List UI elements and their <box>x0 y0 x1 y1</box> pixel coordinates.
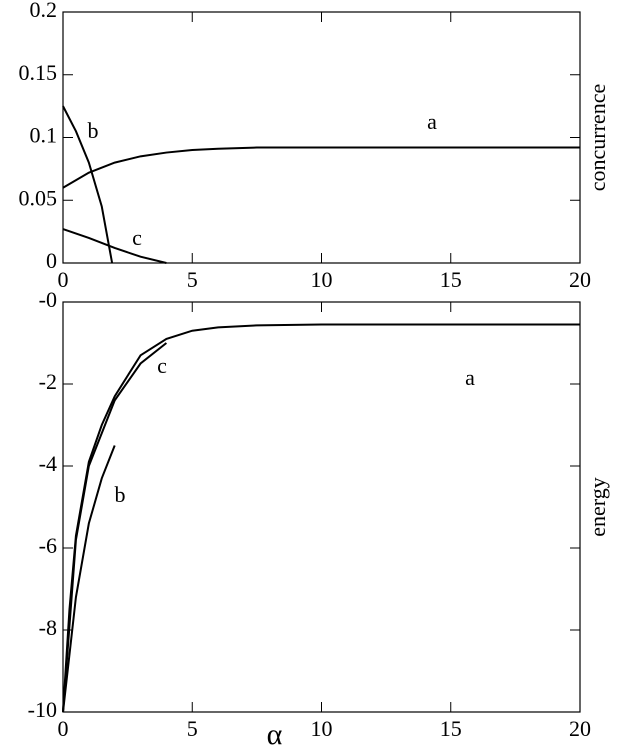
line <box>62 228 167 264</box>
line <box>62 342 168 713</box>
series-label: c <box>132 225 142 250</box>
x-tick-label: 15 <box>440 267 462 292</box>
series-label: b <box>115 482 126 507</box>
y-tick-label: 0.15 <box>19 60 58 85</box>
x-tick-label: 5 <box>187 716 198 741</box>
y-tick-label: 0.2 <box>30 0 58 22</box>
y-tick-label: -6 <box>39 533 57 558</box>
series-label: a <box>465 365 475 390</box>
x-tick-label: 20 <box>569 267 591 292</box>
y-axis-label: energy <box>585 477 610 536</box>
series-label: a <box>427 109 437 134</box>
x-tick-label: 10 <box>311 267 333 292</box>
x-tick-label: 0 <box>58 716 69 741</box>
y-axis-label: concurrence <box>585 84 610 191</box>
y-tick-label: -2 <box>39 369 57 394</box>
y-tick-label: 0 <box>46 248 57 273</box>
x-tick-label: 5 <box>187 267 198 292</box>
line <box>62 146 580 189</box>
series-label: b <box>88 118 99 143</box>
y-tick-label: -0 <box>39 287 57 312</box>
y-tick-label: -10 <box>28 697 57 722</box>
line <box>62 323 580 713</box>
y-tick-label: -4 <box>39 451 57 476</box>
line <box>62 445 116 713</box>
x-tick-label: 10 <box>311 716 333 741</box>
series-label: c <box>157 353 167 378</box>
y-tick-label: 0.1 <box>30 123 58 148</box>
x-tick-label: 15 <box>440 716 462 741</box>
x-axis-label: α <box>267 718 283 748</box>
y-tick-label: 0.05 <box>19 185 58 210</box>
line <box>62 105 114 264</box>
x-tick-label: 20 <box>569 716 591 741</box>
x-tick-label: 0 <box>58 267 69 292</box>
y-tick-label: -8 <box>39 615 57 640</box>
